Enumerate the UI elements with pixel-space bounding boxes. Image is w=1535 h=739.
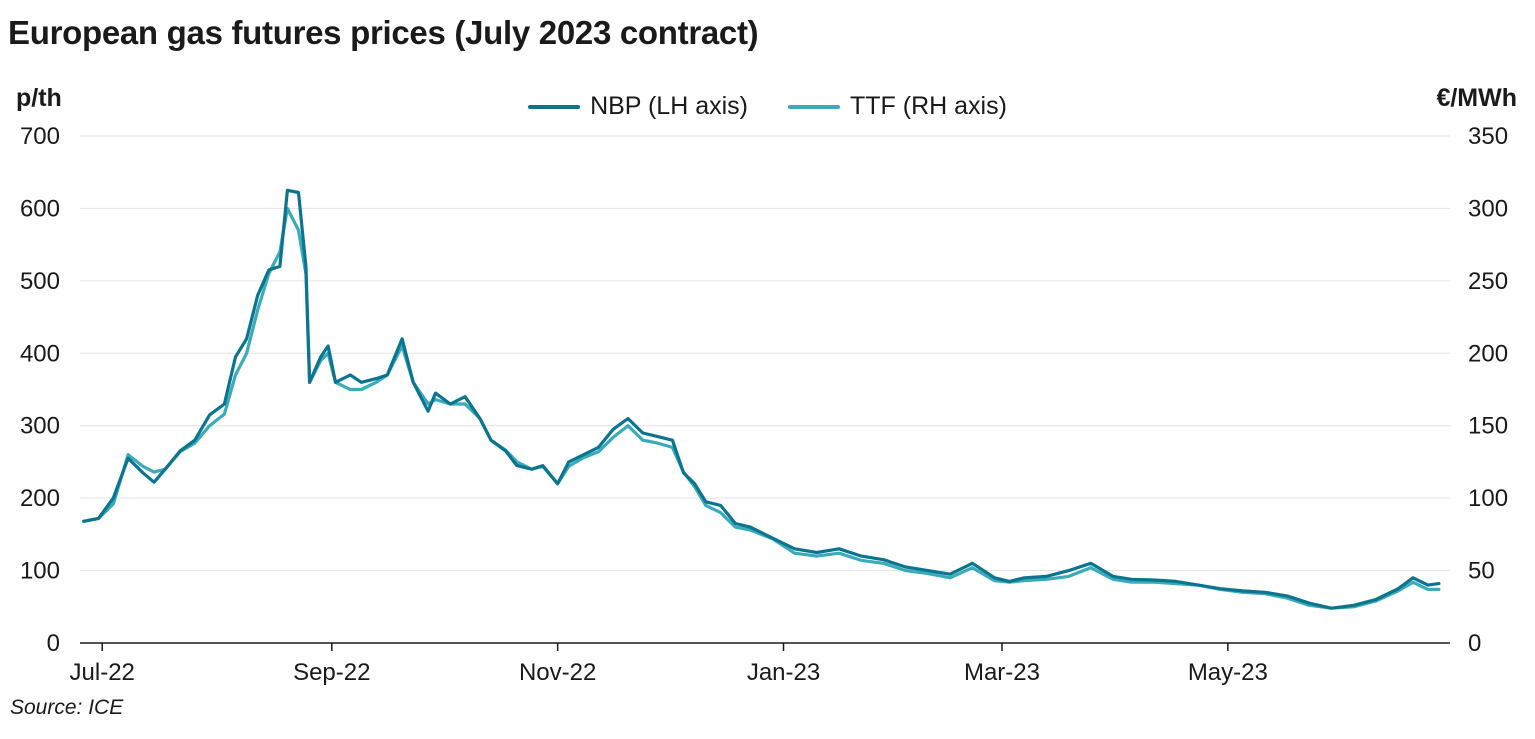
right-y-tick-label: 50 xyxy=(1468,558,1495,585)
x-tick-label: Mar-23 xyxy=(964,659,1040,686)
right-y-tick-label: 0 xyxy=(1468,630,1481,657)
gridlines xyxy=(80,135,1450,572)
left-y-axis-ticks: 0 100 200 300 400 500 600 700 xyxy=(20,123,60,657)
source-note: Source: ICE xyxy=(10,696,124,719)
series-lines xyxy=(82,188,1441,610)
left-y-tick-label: 600 xyxy=(20,195,60,222)
left-y-tick-label: 700 xyxy=(20,123,60,150)
right-y-tick-label: 200 xyxy=(1468,340,1508,367)
legend-swatch-nbp xyxy=(528,104,581,109)
chart-title: European gas futures prices (July 2023 c… xyxy=(8,14,759,51)
legend-item-nbp: NBP (LH axis) xyxy=(528,92,748,121)
right-y-axis-ticks: 0 50 100 150 200 250 300 350 xyxy=(1468,123,1508,657)
left-y-tick-label: 100 xyxy=(20,558,60,585)
legend-item-ttf: TTF (RH axis) xyxy=(788,92,1007,121)
left-y-tick-label: 200 xyxy=(20,485,60,512)
x-tick-label: Sep-22 xyxy=(293,659,370,686)
series-line-nbp xyxy=(82,188,1441,610)
x-tick-label: Jul-22 xyxy=(70,659,135,686)
left-y-tick-label: 0 xyxy=(47,630,60,657)
left-y-tick-label: 400 xyxy=(20,340,60,367)
legend-swatch-ttf xyxy=(788,104,840,109)
left-y-tick-label: 500 xyxy=(20,268,60,295)
left-axis-unit: p/th xyxy=(16,84,62,112)
right-y-tick-label: 300 xyxy=(1468,195,1508,222)
left-y-tick-label: 300 xyxy=(20,413,60,440)
right-y-tick-label: 250 xyxy=(1468,268,1508,295)
legend-label-ttf: TTF (RH axis) xyxy=(850,92,1007,120)
legend: NBP (LH axis) TTF (RH axis) xyxy=(0,92,1535,121)
x-tick-label: Jan-23 xyxy=(747,659,820,686)
legend-label-nbp: NBP (LH axis) xyxy=(590,92,748,120)
x-tick-label: Nov-22 xyxy=(519,659,596,686)
series-line-ttf xyxy=(82,206,1441,610)
right-axis-unit: €/MWh xyxy=(1436,84,1517,112)
x-tick-label: May-23 xyxy=(1188,659,1268,686)
right-y-tick-label: 350 xyxy=(1468,123,1508,150)
right-y-tick-label: 150 xyxy=(1468,413,1508,440)
x-axis: Jul-22 Sep-22 Nov-22 Jan-23 Mar-23 May-23 xyxy=(70,642,1450,686)
right-y-tick-label: 100 xyxy=(1468,485,1508,512)
